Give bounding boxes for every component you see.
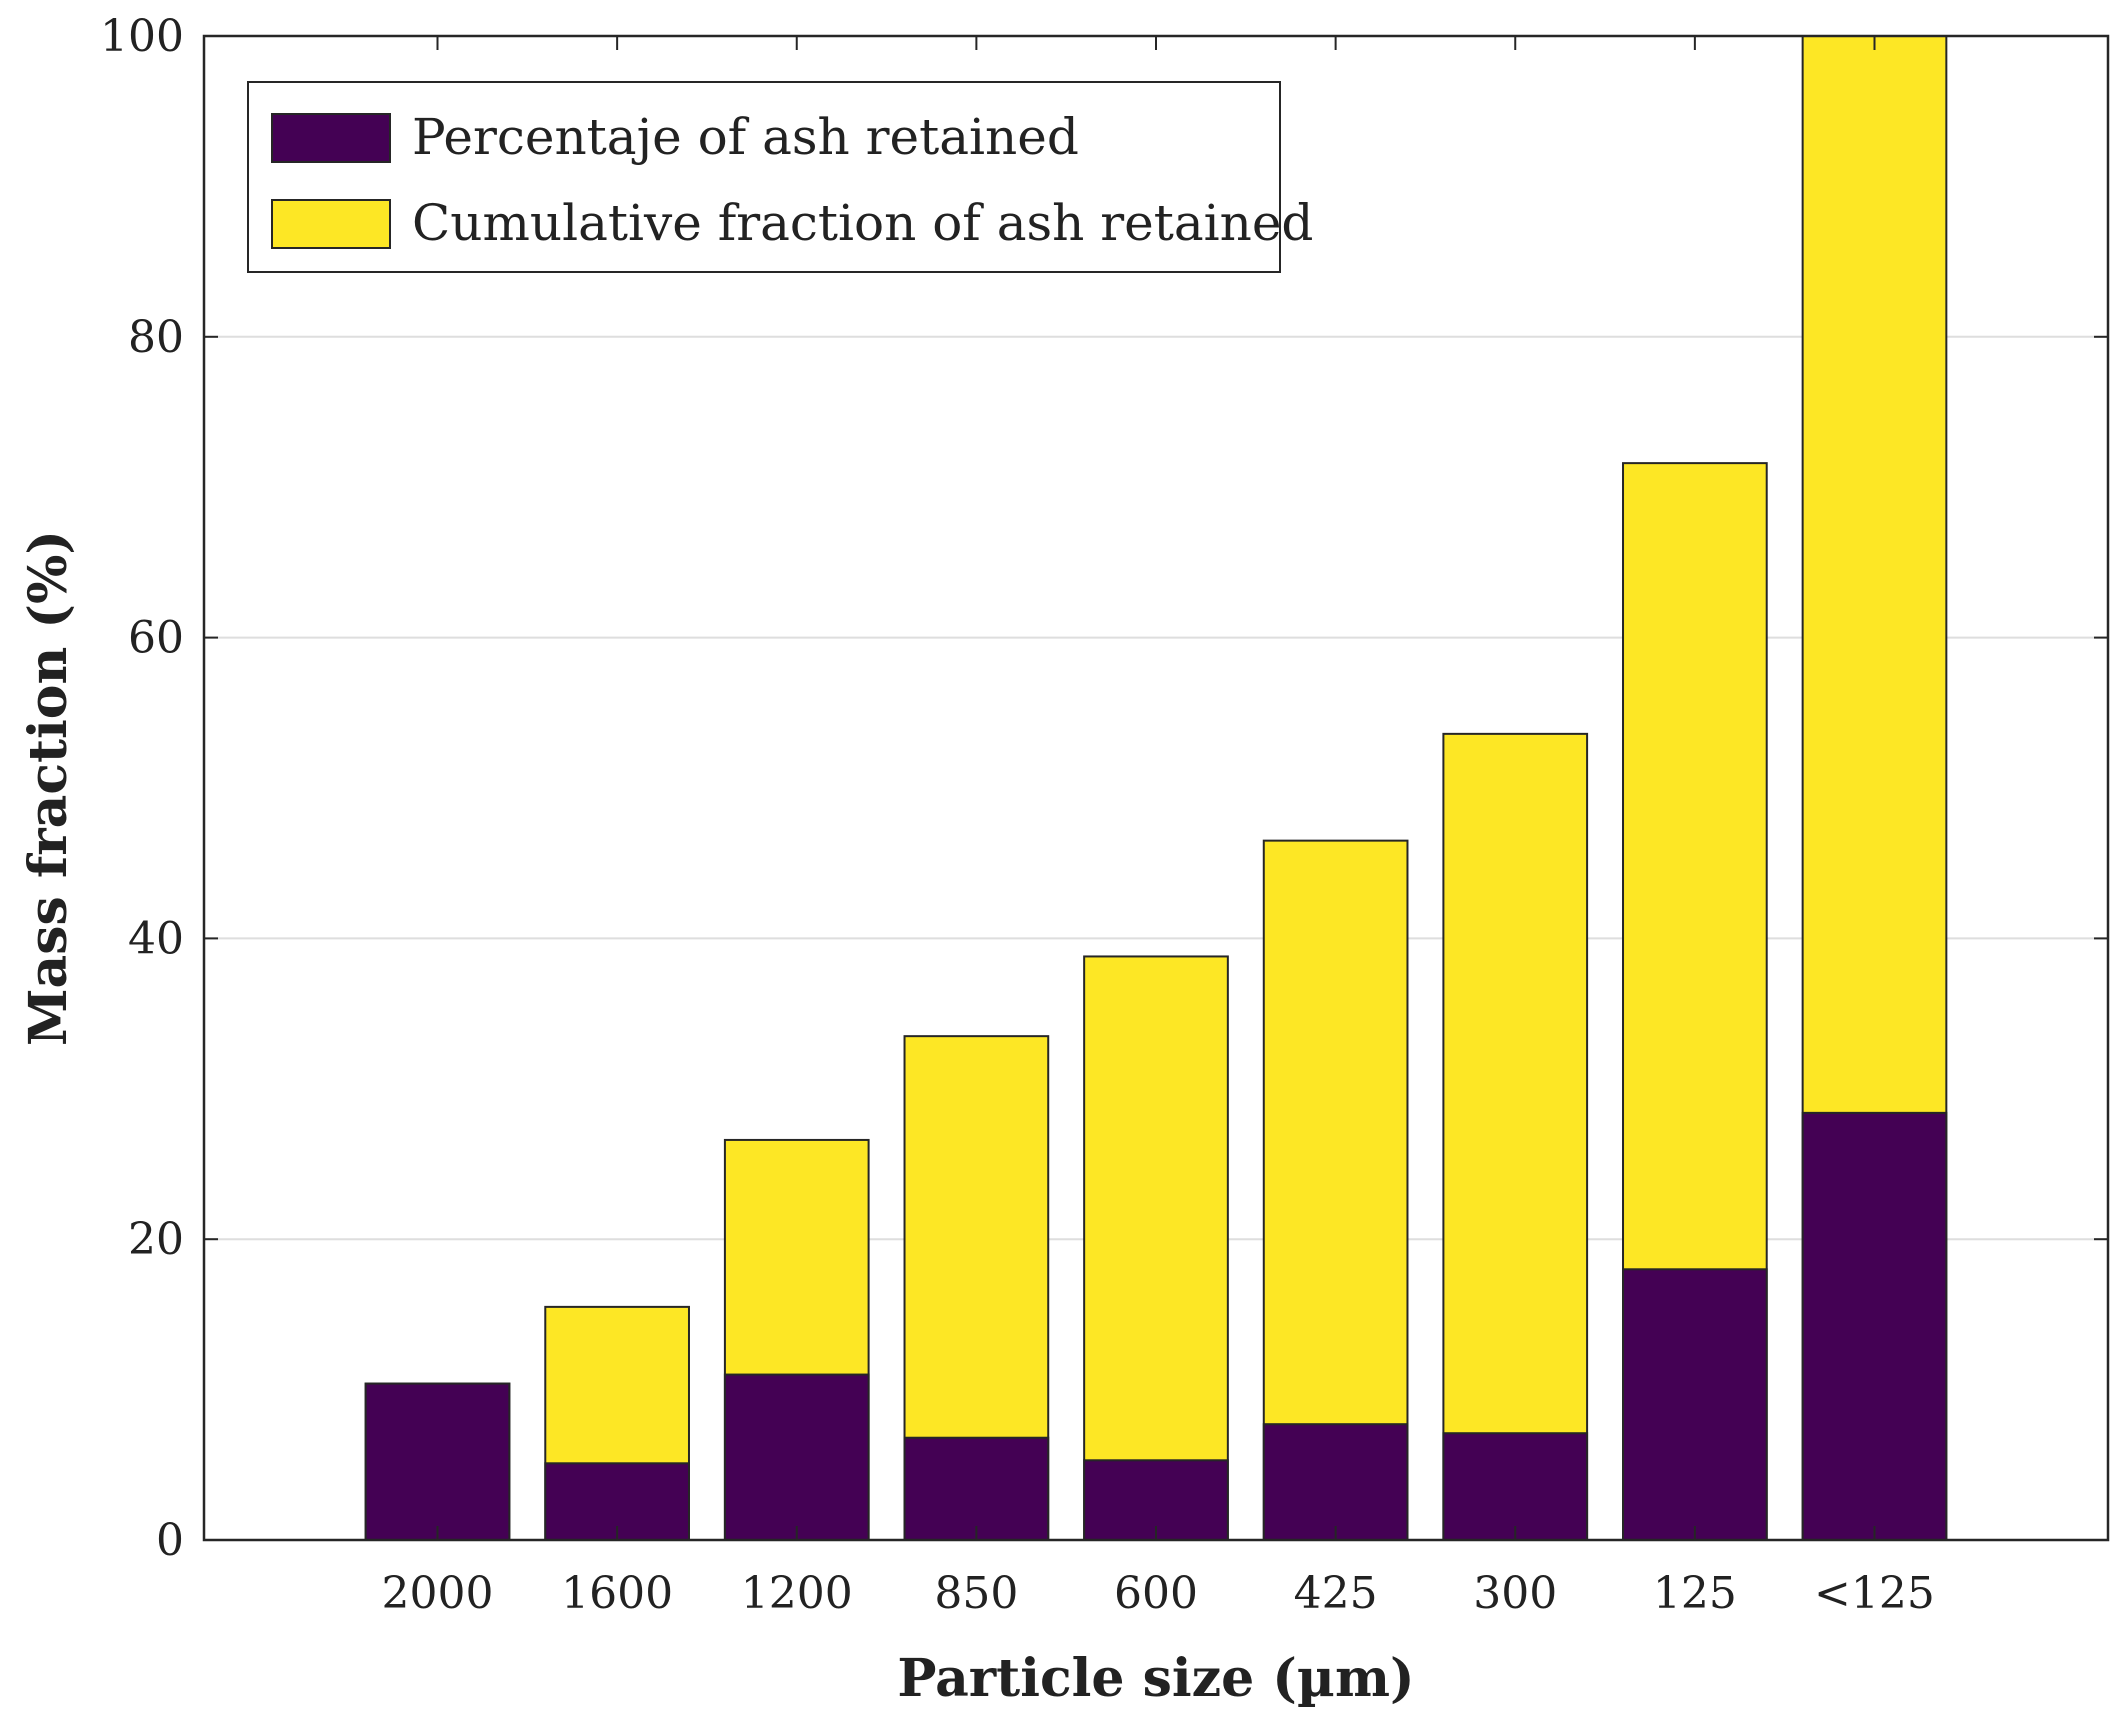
x-tick-label: 300	[1473, 1568, 1557, 1619]
bar-cumulative-fraction-of-ash-retained-6	[1442, 732, 1589, 1541]
y-tick-label: 40	[128, 913, 184, 964]
legend-box	[247, 81, 1281, 273]
y-tick-label: 20	[128, 1214, 184, 1265]
legend-label: Cumulative fraction of ash retained	[412, 194, 1313, 252]
bar-percentaje-of-ash-retained-4	[1083, 1459, 1229, 1541]
bar-percentaje-of-ash-retained-2	[723, 1373, 870, 1542]
y-axis-title: Mass fraction (%)	[18, 530, 79, 1046]
bar-cumulative-fraction-of-ash-retained-4	[1083, 955, 1229, 1541]
y-tick-label: 100	[100, 11, 184, 62]
x-tick-label: 600	[1114, 1568, 1198, 1619]
x-tick-label: 125	[1653, 1568, 1737, 1619]
bar-percentaje-of-ash-retained-3	[903, 1436, 1050, 1542]
x-axis-title: Particle size (µm)	[897, 1648, 1414, 1709]
bar-percentaje-of-ash-retained-5	[1262, 1423, 1409, 1542]
y-tick-label: 0	[156, 1515, 184, 1566]
y-tick-label: 80	[128, 312, 184, 363]
legend: Percentaje of ash retained Cumulative fra…	[247, 81, 1313, 273]
x-tick-label: 425	[1294, 1568, 1378, 1619]
legend-label: Percentaje of ash retained	[412, 108, 1079, 166]
axis-ticks: 0 20 40 60 80 100 2000 1600 1200 850 600 425 300 125 <…	[100, 11, 2108, 1619]
bar-percentaje-of-ash-retained-7	[1622, 1268, 1768, 1542]
x-tick-label: <125	[1814, 1568, 1935, 1619]
y-tick-label: 60	[128, 613, 184, 664]
bar-percentaje-of-ash-retained-6	[1442, 1432, 1589, 1541]
x-tick-label: 1600	[561, 1568, 673, 1619]
legend-swatch	[271, 199, 391, 249]
legend-swatch	[271, 113, 391, 163]
bar-percentaje-of-ash-retained-8	[1801, 1111, 1948, 1541]
bars	[364, 35, 1948, 1542]
x-tick-label: 850	[934, 1568, 1018, 1619]
x-tick-label: 2000	[382, 1568, 494, 1619]
bar-percentaje-of-ash-retained-0	[364, 1382, 511, 1541]
x-tick-label: 1200	[741, 1568, 853, 1619]
